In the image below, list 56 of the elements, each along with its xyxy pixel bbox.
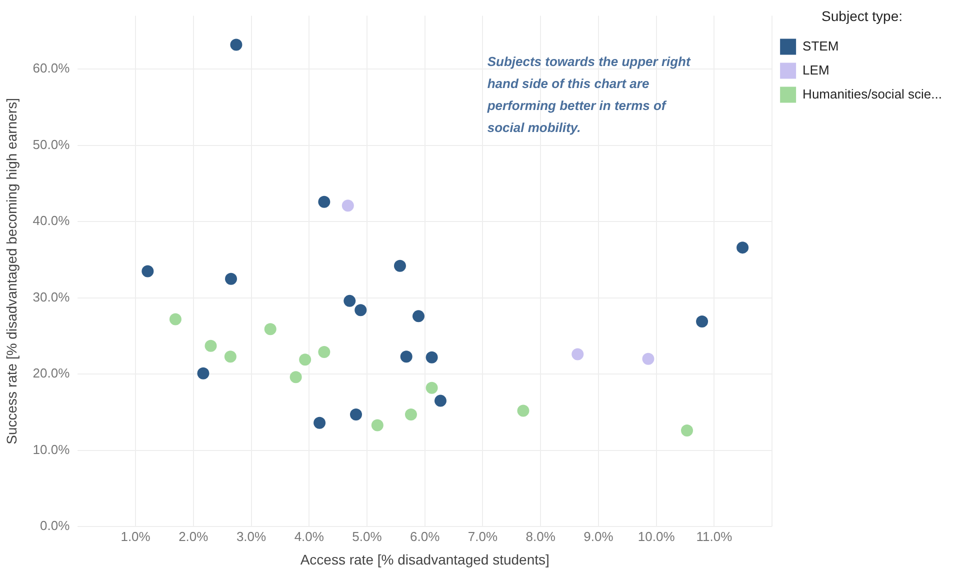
point <box>736 242 749 254</box>
y-tick-label: 10.0% <box>32 442 70 457</box>
y-tick-label: 60.0% <box>32 60 70 76</box>
point <box>344 294 356 307</box>
point <box>230 38 242 51</box>
x-tick-label: 4.0% <box>294 528 324 544</box>
y-tick-label: 30.0% <box>32 289 70 304</box>
x-tick-label: 8.0% <box>526 528 556 544</box>
point <box>400 350 412 363</box>
point <box>412 310 424 322</box>
point <box>314 416 326 429</box>
point <box>350 408 362 421</box>
x-tick-label: 10.0% <box>638 528 676 544</box>
point <box>371 419 384 432</box>
y-axis-title: Success rate [% disadvantaged becoming high earners] <box>3 98 20 444</box>
y-tick-label: 40.0% <box>32 213 70 228</box>
point <box>642 352 654 365</box>
legend-label: Humanities/social scie... <box>802 86 942 102</box>
point <box>517 404 530 417</box>
point <box>696 316 708 328</box>
point <box>204 340 217 352</box>
x-tick-label: 6.0% <box>410 528 440 544</box>
y-tick-label: 20.0% <box>32 366 70 381</box>
point <box>572 348 584 360</box>
point <box>318 196 330 208</box>
point <box>354 304 367 316</box>
x-tick-label: 11.0% <box>696 528 733 544</box>
point <box>394 260 406 272</box>
legend-label: LEM <box>802 62 830 78</box>
point <box>426 382 438 394</box>
point <box>142 265 154 278</box>
point <box>225 272 238 285</box>
point <box>224 350 236 363</box>
point <box>264 323 276 336</box>
point <box>426 351 438 364</box>
point <box>434 394 446 407</box>
x-tick-label: 2.0% <box>178 528 209 544</box>
point <box>290 371 302 384</box>
y-tick-label: 0.0% <box>40 518 70 534</box>
x-tick-label: 7.0% <box>468 528 498 544</box>
x-tick-label: 1.0% <box>120 528 151 544</box>
point <box>169 313 182 326</box>
x-axis-title: Access rate [% disadvantaged students] <box>300 551 550 568</box>
x-tick-label: 5.0% <box>352 528 382 544</box>
point <box>404 408 417 421</box>
legend-label: STEM <box>802 38 839 54</box>
legend-title: Subject type: <box>822 8 902 24</box>
point <box>680 424 693 437</box>
annotation: Subjects towards the upper right hand side of this chart are performing better in terms of social mobility. <box>486 54 691 135</box>
point <box>197 367 210 380</box>
point <box>299 354 312 366</box>
x-tick-label: 9.0% <box>584 528 614 544</box>
x-tick-label: 3.0% <box>236 528 267 544</box>
point <box>318 346 330 358</box>
y-tick-label: 50.0% <box>32 136 70 152</box>
point <box>342 200 354 212</box>
